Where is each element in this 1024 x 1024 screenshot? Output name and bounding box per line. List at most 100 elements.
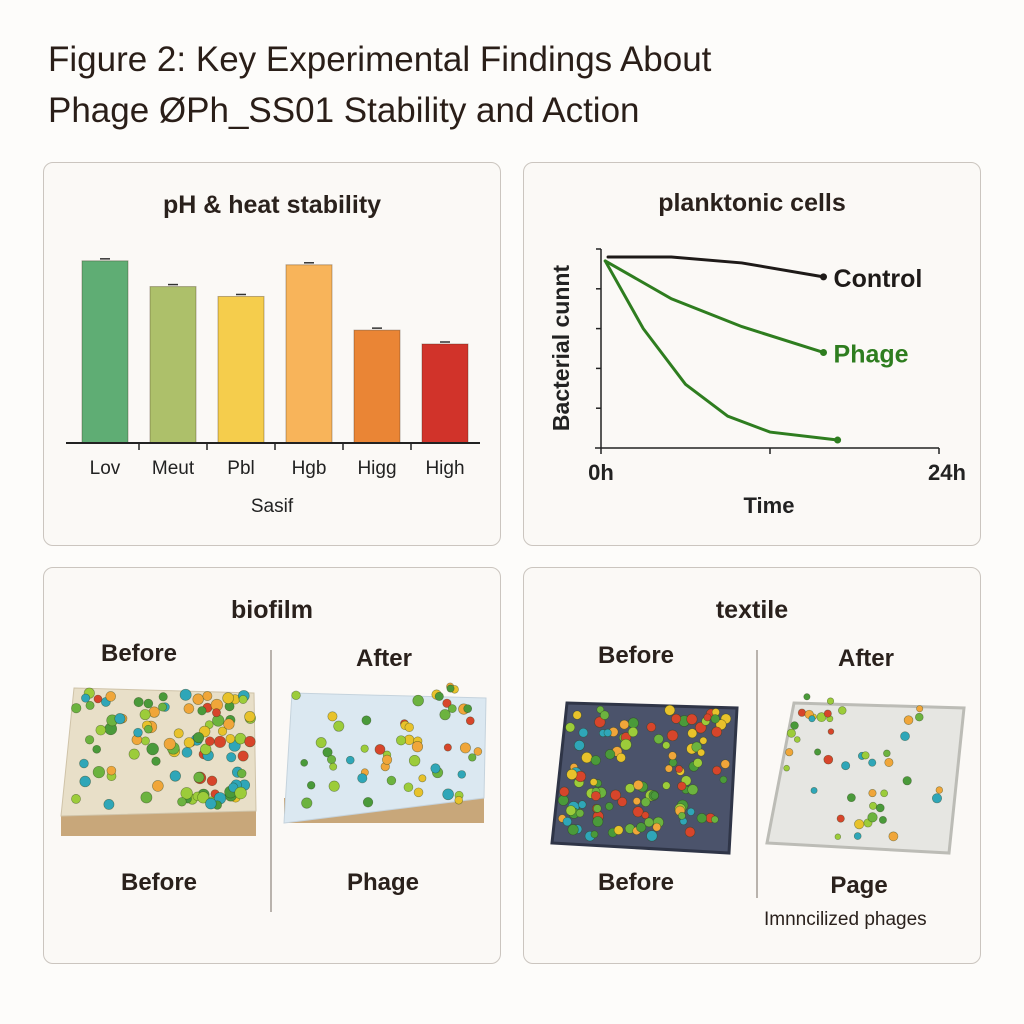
bacteria-dot: [79, 775, 91, 788]
bacteria-dot: [434, 691, 444, 701]
bacteria-dot: [237, 750, 249, 762]
bacteria-dot: [213, 735, 227, 748]
bacteria-dot: [664, 764, 673, 773]
bacteria-dot: [662, 741, 671, 750]
bacteria-dot: [827, 728, 835, 735]
bacteria-dot: [677, 781, 687, 791]
x-tick-label: 0h: [588, 460, 614, 485]
bacteria-dot: [92, 744, 102, 754]
bacteria-dot: [202, 691, 213, 701]
bacteria-dot: [841, 761, 851, 771]
bacteria-dot: [183, 703, 195, 714]
bacteria-dot: [559, 786, 570, 797]
bacteria-dot: [641, 811, 650, 820]
after-label: After: [837, 645, 894, 672]
bacteria-dot: [566, 768, 578, 780]
bacteria-dot: [418, 774, 427, 783]
bacteria-dot: [836, 814, 845, 823]
bacteria-dot: [238, 695, 248, 704]
light-textile-after: [765, 701, 966, 855]
bacteria-dot: [935, 786, 944, 794]
bacteria-dot: [589, 778, 598, 786]
bacteria-dot: [834, 833, 842, 840]
bacteria-dot: [105, 691, 116, 702]
bacteria-dot: [226, 752, 237, 763]
bacteria-dot: [590, 790, 601, 801]
bacteria-dot: [133, 727, 143, 738]
bacteria-dot: [315, 737, 327, 749]
bacteria-dot: [85, 700, 95, 710]
soil-block-side: [61, 811, 256, 836]
bacteria-dot: [867, 812, 878, 823]
bacteria-dot: [114, 713, 126, 725]
bacteria-dot: [140, 791, 153, 804]
biofilm-illustration: [60, 682, 487, 836]
series-line-3: [603, 259, 840, 442]
bacteria-dot: [362, 797, 374, 808]
bacteria-dot: [883, 749, 891, 758]
panel-title: biofilm: [231, 596, 313, 624]
before-label: Before: [597, 642, 675, 669]
bacteria-dot: [633, 779, 644, 791]
bacteria-dot: [888, 831, 899, 842]
bacteria-dot: [143, 698, 154, 709]
bacteria-dot: [326, 755, 337, 765]
bacteria-dot: [653, 734, 664, 745]
bacteria-dot: [868, 789, 877, 798]
bacteria-dot: [374, 744, 386, 755]
bacteria-dot: [465, 716, 475, 726]
bacteria-dot: [664, 704, 676, 716]
bacteria-dot: [244, 711, 256, 723]
bacteria-dot: [915, 712, 924, 722]
bacteria-dot: [565, 805, 577, 816]
bacteria-dot: [627, 726, 639, 738]
bacteria-dot: [223, 718, 235, 730]
bacteria-dot: [793, 736, 801, 743]
bacteria-dot: [412, 694, 424, 707]
bacteria-dot: [357, 773, 368, 784]
bacteria-dot: [854, 819, 865, 830]
bacteria-dot: [443, 743, 452, 752]
bacteria-dot: [703, 713, 712, 722]
bacteria-dot: [719, 775, 728, 784]
bacteria-dot: [671, 713, 682, 724]
bacteria-dot: [382, 754, 393, 765]
bacteria-dot: [619, 719, 630, 730]
bacteria-dot: [300, 759, 308, 767]
panel-title: pH & heat stability: [162, 191, 382, 219]
bacteria-dot: [454, 795, 463, 805]
figure-title-line-2: Phage ØPh_SS01 Stability and Action: [48, 91, 640, 130]
divider: [756, 650, 758, 898]
bacteria-dot: [327, 711, 338, 722]
bacteria-dot: [684, 826, 696, 838]
bacteria-dot: [826, 697, 835, 705]
bacteria-dot: [193, 771, 205, 783]
bacteria-dot: [686, 807, 695, 816]
bacteria-dot: [900, 731, 910, 742]
bacteria-dot: [808, 715, 816, 723]
bacteria-dot: [411, 741, 424, 753]
bacteria-dot: [712, 765, 722, 776]
bacteria-dot: [593, 804, 602, 813]
bacteria-dot: [699, 736, 708, 745]
bacteria-dot: [225, 734, 236, 744]
bacteria-dot: [413, 787, 424, 798]
bacteria-dot: [575, 809, 585, 818]
x-tick-label: Hgb: [292, 458, 327, 479]
bacteria-dot: [687, 728, 698, 739]
bacteria-dot: [592, 816, 604, 827]
bacteria-dot: [620, 738, 632, 751]
bacteria-dot: [599, 710, 610, 720]
series-end-marker: [820, 273, 828, 281]
bacteria-dot: [205, 736, 215, 747]
bar-6: [421, 343, 469, 444]
bacteria-dot: [237, 768, 247, 779]
bacteria-dot: [686, 713, 698, 725]
bacteria-dot: [916, 705, 924, 713]
x-tick-label: High: [425, 458, 464, 479]
bacteria-dot: [322, 747, 333, 758]
ph-heat-stability-panel: pH & heat stability Lov Meut Pbl Hgb Higg Hig…: [43, 162, 501, 546]
bacteria-dot: [447, 704, 457, 713]
immobilized-phages-caption: Imnncilized phages: [764, 909, 927, 930]
bacteria-dot: [301, 797, 313, 809]
